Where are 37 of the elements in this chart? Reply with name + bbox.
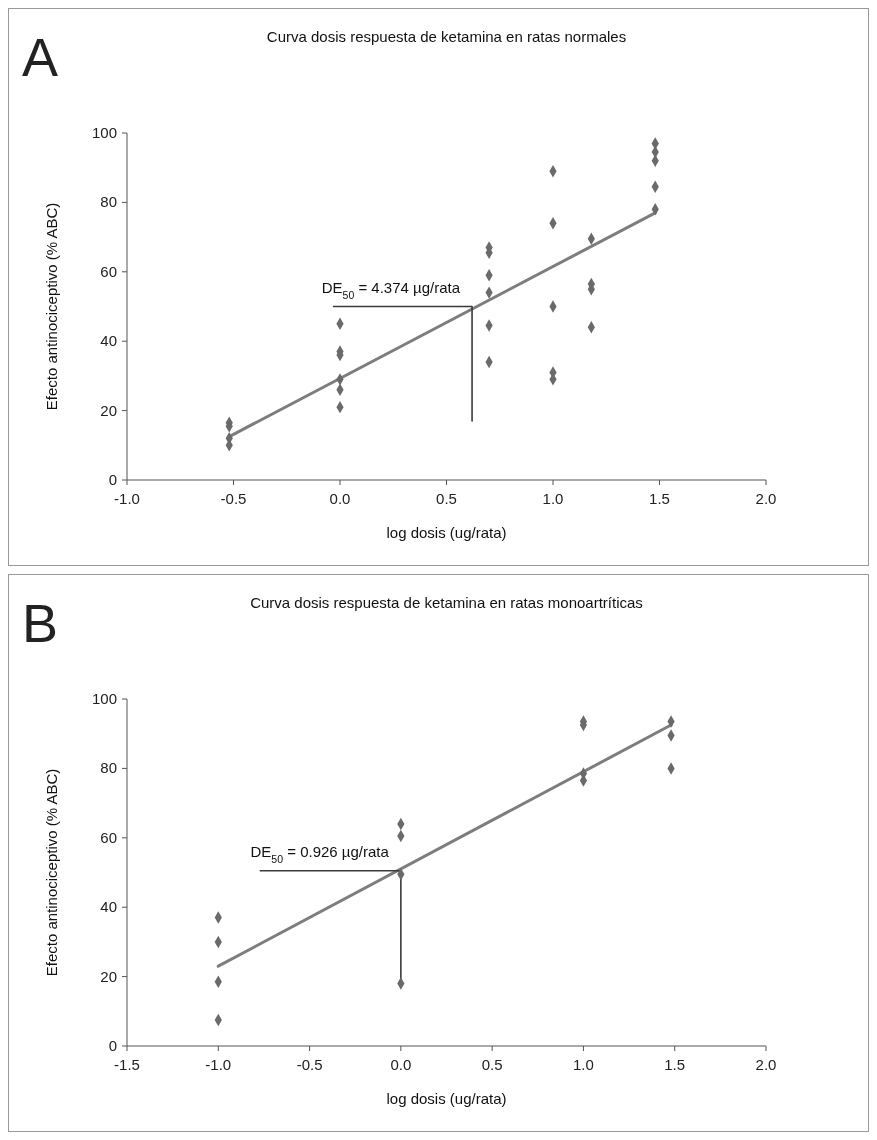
x-tick-label: 2.0 <box>755 1056 777 1073</box>
x-axis-title: log dosis (ug/rata) <box>386 524 507 541</box>
annotation: DE$_{50}$ = 4.374 µg/rata <box>321 278 461 301</box>
x-tick-label: 2.0 <box>755 490 777 507</box>
x-tick-label: -1.0 <box>205 1056 232 1073</box>
x-tick-label: 1.0 <box>542 490 564 507</box>
y-tick-label: 40 <box>100 332 117 350</box>
x-tick-label: 1.5 <box>649 490 670 507</box>
x-tick-label: -1.0 <box>114 490 140 507</box>
y-tick-label: 60 <box>100 828 117 846</box>
y-tick-label: 0 <box>108 1037 117 1054</box>
y-tick-label: 80 <box>100 193 117 211</box>
x-tick-label: -1.5 <box>114 1056 140 1073</box>
y-tick-label: 80 <box>100 759 117 777</box>
x-tick-label: 1.5 <box>664 1056 686 1073</box>
y-tick-label: 20 <box>100 401 117 419</box>
chart-title: Curva dosis respuesta de ketamina en ratas monoartríticas <box>250 594 643 611</box>
y-tick-label: 100 <box>91 124 117 141</box>
y-tick-label: 100 <box>91 690 117 707</box>
x-tick-label: -0.5 <box>220 490 247 507</box>
y-axis-title: Efecto antinociceptivo (% ABC) <box>43 202 60 411</box>
y-tick-label: 20 <box>100 967 117 985</box>
chart-title: Curva dosis respuesta de ketamina en ratas normales <box>266 28 627 45</box>
text: A <box>22 27 59 87</box>
x-tick-label: 0.5 <box>436 490 457 507</box>
x-axis-title: log dosis (ug/rata) <box>386 1090 507 1107</box>
x-tick-label: 1.0 <box>573 1056 594 1073</box>
x-tick-label: 0.0 <box>329 490 351 507</box>
x-tick-label: 0.0 <box>390 1056 412 1073</box>
x-tick-label: -0.5 <box>296 1056 323 1073</box>
y-tick-label: 40 <box>100 898 117 916</box>
y-axis-title: Efecto antinociceptivo (% ABC) <box>43 768 60 977</box>
annotation: DE$_{50}$ = 0.926 µg/rata <box>250 842 390 865</box>
y-tick-label: 0 <box>108 471 117 488</box>
x-tick-label: 0.5 <box>481 1056 503 1073</box>
text: B <box>22 593 59 653</box>
y-tick-label: 60 <box>100 262 117 280</box>
